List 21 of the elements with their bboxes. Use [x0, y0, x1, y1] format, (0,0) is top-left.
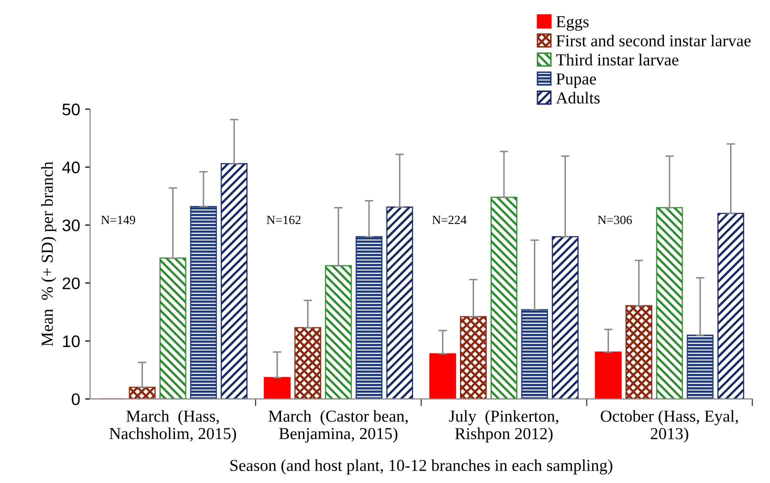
y-tick-label: 10 [63, 335, 80, 348]
annotation: N=306 [598, 216, 632, 224]
annotation: N=224 [432, 216, 467, 224]
x-tick-label: October (Hass, Eyal, 2013) [600, 410, 738, 443]
x-axis-title: Season (and host plant, 10-12 branches in each sampling) [230, 459, 612, 474]
legend-label: First and second instar larvae [556, 34, 751, 46]
x-tick-label: March (Hass, Nachsholim, 2015) [109, 410, 236, 443]
annotation: N=149 [101, 216, 136, 224]
y-axis-title: Mean % (+ SD) per branch [41, 162, 56, 346]
y-tick-label: 50 [62, 104, 80, 116]
x-tick-label: March (Castor bean, Benjamina, 2015) [268, 410, 408, 443]
annotation: N=162 [266, 216, 301, 224]
x-tick-label: July (Pinkerton, Rishpon 2012) [448, 410, 558, 443]
legend-label: Eggs [556, 16, 589, 31]
y-tick-label: 20 [62, 277, 80, 290]
legend-label: Pupae [556, 73, 596, 88]
legend-label: Third instar larvae [556, 54, 678, 66]
y-tick-label: 30 [62, 219, 80, 232]
y-tick-label: 40 [62, 162, 80, 174]
legend-label: Adults [556, 92, 600, 104]
y-tick-label: 0 [72, 393, 80, 406]
